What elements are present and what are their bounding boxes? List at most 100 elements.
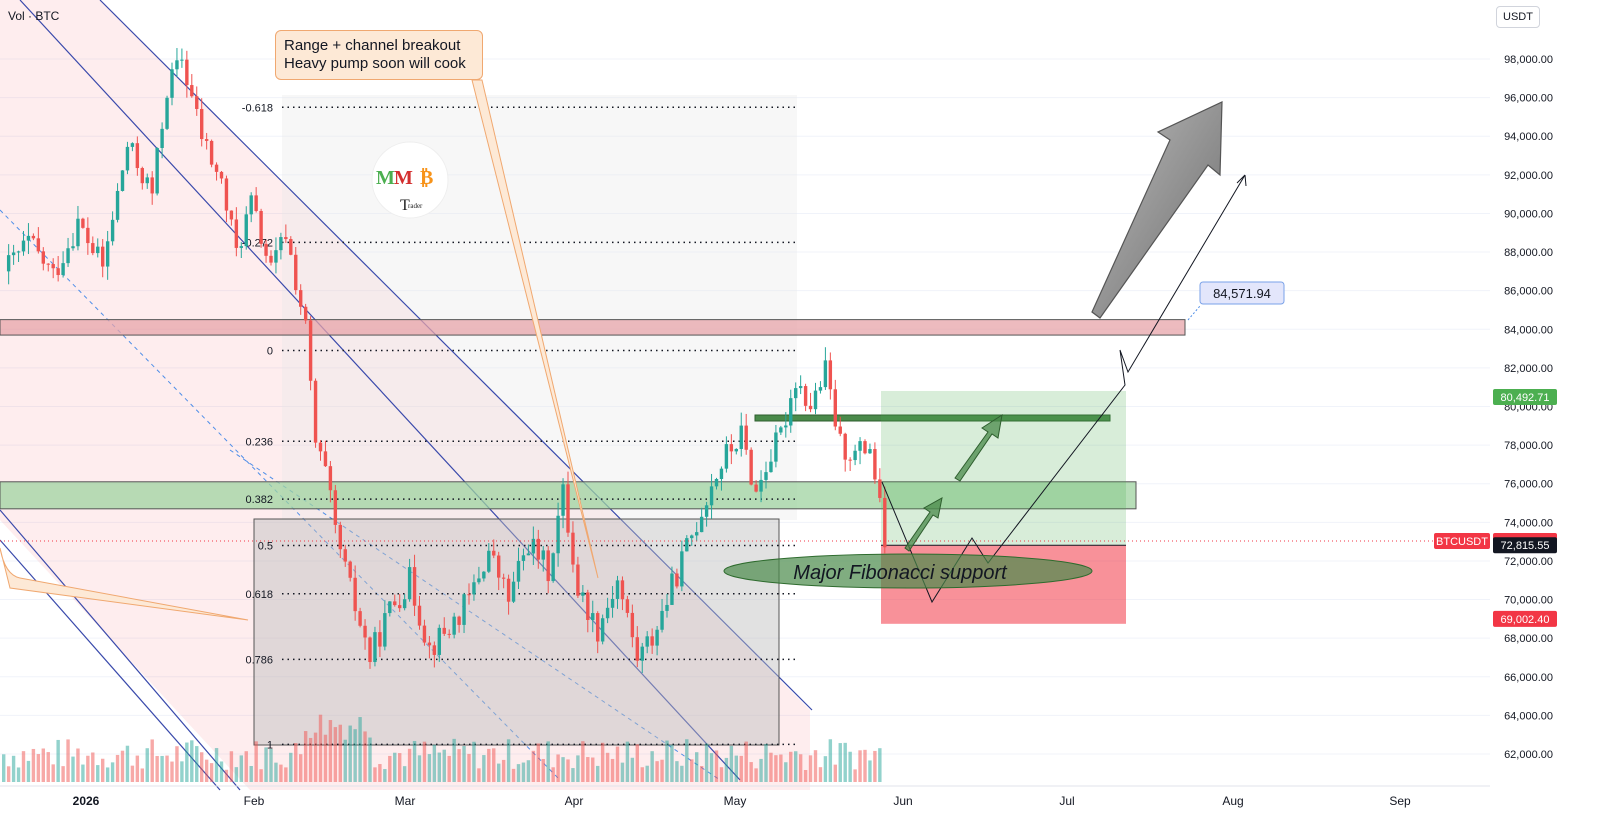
candle-body [798,386,803,389]
fib-label: -0.618 [242,102,273,114]
candle-body [615,580,620,599]
volume-bar [769,752,773,782]
candle-body [254,195,258,211]
candle-body [680,551,684,587]
candle-body [363,625,367,638]
callout-box: Range + channel breakout Heavy pump soon… [275,30,483,80]
volume-bar [734,755,738,782]
x-tick-label: Jul [1059,794,1074,808]
volume-bar [818,767,823,782]
volume-bar [234,767,239,782]
volume-bar [323,734,328,782]
volume-bar [714,750,719,782]
major-fib-support-ellipse [723,553,1093,589]
volume-bar [239,755,243,782]
candle-body [586,592,590,620]
volume-bar [170,761,174,782]
volume-bar [26,760,31,782]
candle-body [249,195,253,215]
y-tick-label: 68,000.00 [1504,633,1553,645]
volume-bar [521,762,526,782]
volume-bar [833,764,837,782]
projection-path [881,174,1246,604]
volume-bar [427,754,432,782]
candle-body [165,97,169,129]
volume-bar [600,742,605,782]
y-tick-label: 96,000.00 [1504,93,1553,105]
volume-bar [506,739,511,782]
candle-body [695,532,699,536]
volume-bar [200,752,204,782]
candle-body [229,210,234,220]
volume-bar [447,755,451,782]
candle-body [843,433,847,460]
candle-body [51,264,55,269]
candle-body [759,479,763,492]
candle-body [833,389,837,427]
volume-bar [779,754,783,782]
volume-bar [729,745,734,782]
candle-body [685,538,689,552]
volume-bar [665,740,669,782]
volume-bar [284,767,288,782]
volume-bar [576,755,580,782]
candle-body [591,613,595,620]
candle-body [427,642,432,646]
candle-body [348,561,352,578]
svg-text:M: M [394,167,413,189]
candle-body [323,451,328,467]
left-callout-pointer [0,547,249,621]
candle-body [655,629,659,646]
volume-bar [808,755,813,782]
candle-body [630,612,635,638]
volume-bar [442,749,446,782]
volume-bar [749,762,753,782]
y-tick-label: 98,000.00 [1504,54,1553,66]
candle-body [279,237,283,251]
candle-body [274,250,278,263]
candle-body [195,96,199,109]
candle-body [858,441,862,451]
volume-bar [402,766,407,782]
green-arrow-2 [954,413,1003,482]
volume-bar [269,748,273,782]
y-tick-label: 82,000.00 [1504,363,1553,375]
x-tick-label: May [724,794,747,808]
candle-body [516,560,521,582]
y-tick-label: 94,000.00 [1504,131,1553,143]
candle-body [21,240,26,252]
volume-bar [11,755,16,782]
volume-bar [388,755,392,782]
volume-bar [66,739,70,782]
candle-body [625,599,630,613]
x-tick-label: Mar [395,794,416,808]
candle-body [813,390,818,410]
y-tick-label: 86,000.00 [1504,286,1553,298]
volume-bar [353,729,357,782]
volume-bar [204,759,209,782]
volume-bar [244,751,248,782]
fib-label: 0.236 [245,436,273,448]
candle-body [81,218,85,228]
volume-bar [586,757,590,782]
currency-unit-button[interactable]: USDT [1496,6,1540,28]
volume-bar [229,751,234,782]
candle-body [620,580,625,600]
candle-body [546,550,550,582]
callout-line-1: Range + channel breakout [284,37,461,54]
candle-body [838,426,842,434]
volume-bar [328,720,333,782]
candle-body [31,235,36,239]
volume-bar [660,759,664,782]
volume-bar [566,759,570,782]
candle-body [764,472,768,480]
candle-body [115,190,120,220]
volume-bar [140,768,144,782]
candle-body [482,571,486,579]
volume-bar [299,754,303,782]
candle-body [145,177,149,184]
volume-bar [71,756,75,782]
candle-body [868,449,872,454]
candle-body [71,246,75,249]
candle-body [823,360,828,388]
